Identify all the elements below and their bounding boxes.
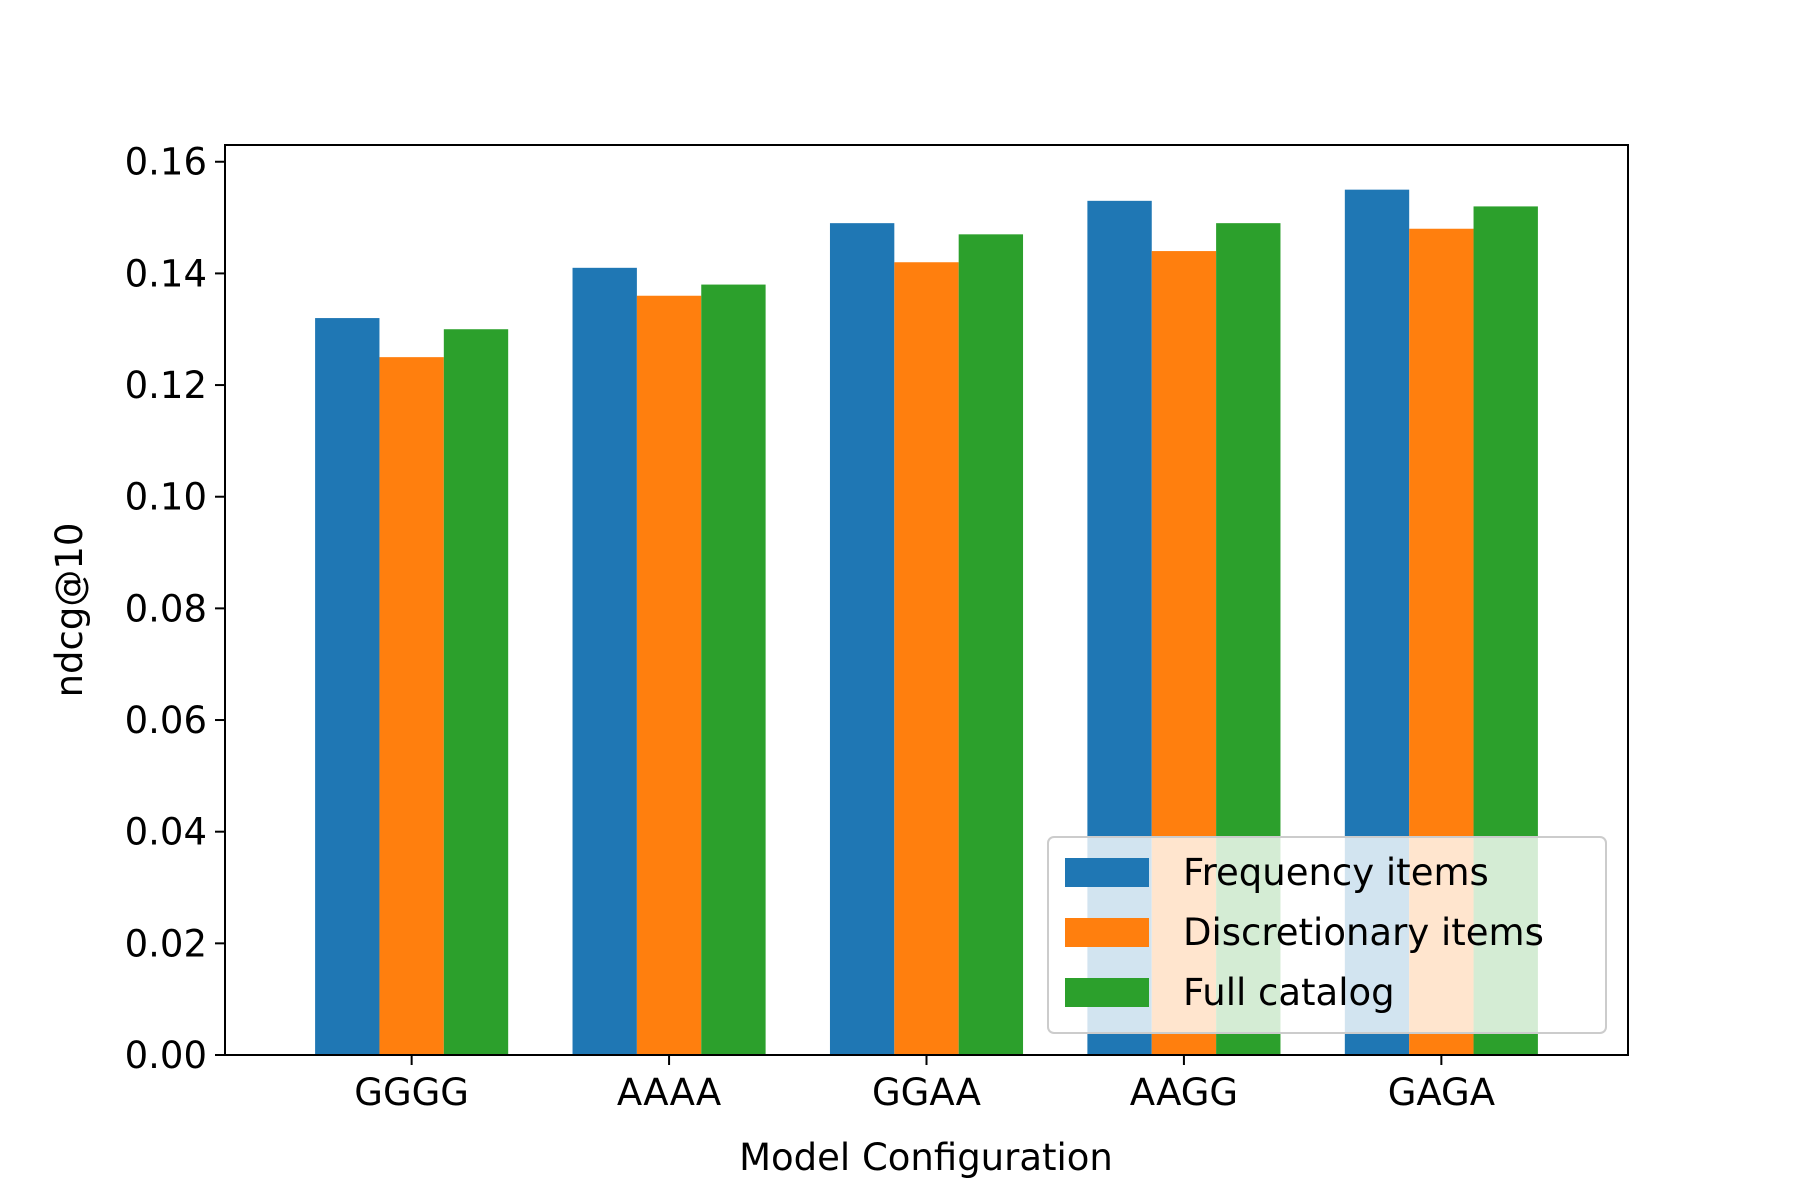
legend: Frequency items Discretionary items Full c… bbox=[1047, 836, 1607, 1034]
legend-swatch-series-2 bbox=[1065, 918, 1149, 947]
y-tick-label: 0.08 bbox=[125, 587, 207, 630]
bar-aaaa-series-1 bbox=[572, 267, 637, 1055]
bar-gggg-series-3 bbox=[443, 329, 509, 1056]
y-tick-label: 0.00 bbox=[125, 1034, 207, 1077]
legend-label-series-3: Full catalog bbox=[1183, 971, 1395, 1014]
legend-swatch-series-3 bbox=[1065, 978, 1149, 1007]
bar-gggg-series-2 bbox=[379, 357, 444, 1055]
x-tick-label-ggaa: GGAA bbox=[872, 1071, 981, 1114]
legend-label-series-1: Frequency items bbox=[1183, 851, 1489, 894]
x-tick-label-aagg: AAGG bbox=[1130, 1071, 1238, 1114]
y-axis-label: ndcg@10 bbox=[48, 523, 91, 698]
y-tick-label: 0.02 bbox=[125, 922, 207, 965]
x-tick-label-gggg: GGGG bbox=[354, 1071, 469, 1114]
bar-ggaa-series-1 bbox=[829, 223, 895, 1055]
bar-aaaa-series-3 bbox=[701, 284, 766, 1055]
y-tick-label: 0.16 bbox=[125, 141, 207, 184]
legend-box bbox=[1047, 836, 1607, 1034]
x-tick-label-aaaa: AAAA bbox=[617, 1071, 721, 1114]
bar-ggaa-series-2 bbox=[894, 262, 959, 1055]
axes-group: 0.00 0.02 0.04 0.06 0.08 0.10 0.12 0.14 0.16 GGGG… bbox=[125, 141, 1629, 1114]
legend-label-series-2: Discretionary items bbox=[1183, 911, 1544, 954]
bar-ggaa-series-3 bbox=[958, 234, 1024, 1055]
bar-gggg-series-1 bbox=[315, 318, 380, 1055]
y-tick-label: 0.12 bbox=[125, 364, 207, 407]
legend-swatch-series-1 bbox=[1065, 858, 1149, 887]
x-tick-label-gaga: GAGA bbox=[1388, 1071, 1495, 1114]
y-tick-label: 0.10 bbox=[125, 476, 207, 519]
y-tick-label: 0.14 bbox=[125, 252, 207, 295]
y-tick-label: 0.06 bbox=[125, 699, 207, 742]
x-axis-label: Model Configuration bbox=[739, 1136, 1113, 1179]
y-tick-label: 0.04 bbox=[125, 811, 207, 854]
bar-aaaa-series-2 bbox=[636, 295, 702, 1055]
